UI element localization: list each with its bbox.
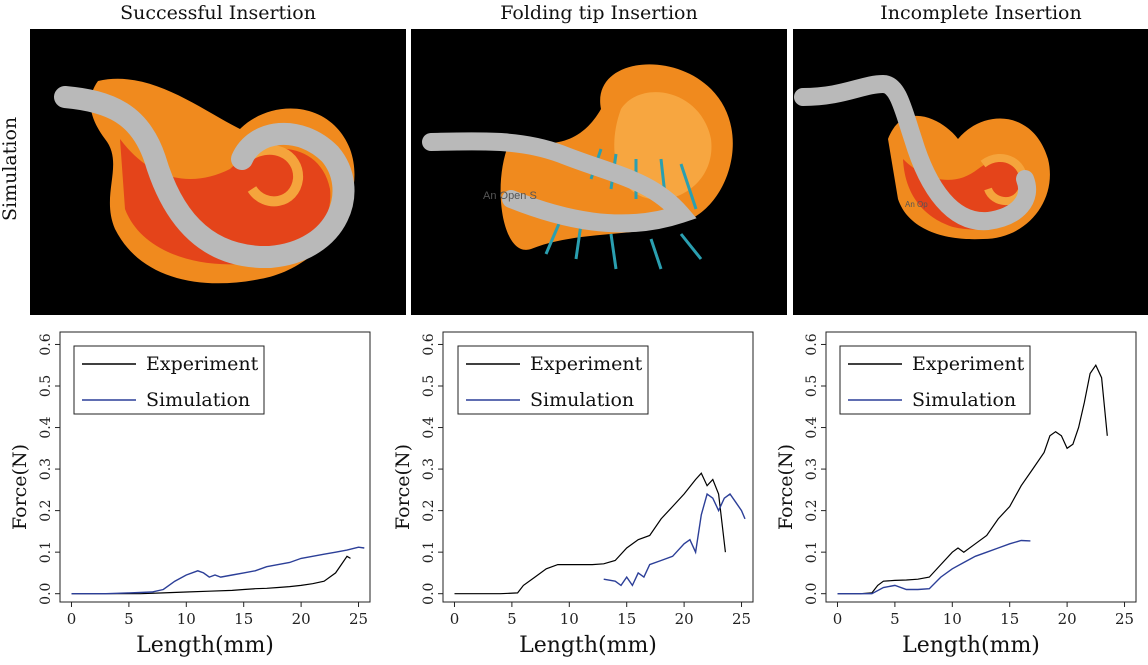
y-tick-label: 0.4: [38, 416, 54, 438]
y-tick-label: 0.3: [421, 458, 437, 480]
force-chart-incomplete: 0.0 0.1 0.2 0.3 0.4 0.5 0.6 0 5 10 15 20 25 Length(mm…: [775, 331, 1137, 658]
x-axis-label: Length(mm): [519, 633, 657, 658]
y-tick-label: 0.2: [804, 499, 820, 521]
x-tick-label: 10: [177, 610, 196, 628]
legend-label-experiment: Experiment: [530, 353, 643, 375]
y-tick-label: 0.1: [38, 541, 54, 563]
legend-box: [457, 345, 649, 415]
x-tick-label: 25: [349, 610, 368, 628]
force-chart-folding-tip: 0.0 0.1 0.2 0.3 0.4 0.5 0.6 0 5 10 15 20 25 Length(mm…: [392, 331, 754, 658]
legend-label-experiment: Experiment: [146, 353, 259, 375]
cochlea-spiral-core: [241, 144, 304, 207]
column-title-successful: Successful Insertion: [120, 2, 316, 24]
y-axis-label: Force(N): [392, 444, 414, 530]
y-tick-label: 0.0: [804, 583, 820, 605]
series-line-experiment: [454, 472, 726, 595]
y-tick-label: 0.6: [421, 333, 437, 355]
series-line-simulation: [603, 492, 746, 587]
simulation-panel-incomplete: An Op: [793, 29, 1148, 315]
y-tick-label: 0.4: [421, 416, 437, 438]
column-title-folding-tip: Folding tip Insertion: [500, 2, 698, 24]
y-axis-label: Force(N): [775, 444, 797, 530]
y-tick-label: 0.6: [804, 333, 820, 355]
watermark-text: An Op: [905, 200, 928, 209]
x-tick-label: 0: [67, 610, 77, 628]
y-tick-label: 0.0: [421, 583, 437, 605]
y-tick-label: 0.1: [804, 541, 820, 563]
cochlea-inner: [614, 92, 712, 200]
x-tick-label: 0: [833, 610, 843, 628]
series-line-experiment: [837, 363, 1108, 595]
series-line-experiment: [71, 555, 351, 595]
y-tick-label: 0.6: [38, 333, 54, 355]
x-tick-label: 15: [617, 610, 636, 628]
watermark-text: An Open S: [483, 190, 537, 202]
row-label-simulation: Simulation: [0, 116, 21, 221]
y-tick-label: 0.5: [38, 375, 54, 397]
x-tick-label: 0: [450, 610, 460, 628]
y-tick-label: 0.2: [421, 499, 437, 521]
x-tick-label: 25: [732, 610, 751, 628]
y-tick-label: 0.3: [804, 458, 820, 480]
legend: Experiment Simulation: [73, 345, 265, 415]
x-tick-label: 20: [1058, 610, 1077, 628]
y-tick-label: 0.4: [804, 416, 820, 438]
series-line-simulation: [71, 546, 365, 595]
y-tick-label: 0.0: [38, 583, 54, 605]
x-tick-label: 20: [292, 610, 311, 628]
legend-label-simulation: Simulation: [146, 389, 250, 411]
y-tick-label: 0.5: [804, 375, 820, 397]
simulation-panel-folding-tip: An Open S: [411, 29, 787, 315]
x-axis-label: Length(mm): [902, 633, 1040, 658]
electrode-array: [794, 74, 1037, 231]
legend-box: [839, 345, 1031, 415]
simulation-panel-successful: [30, 29, 406, 315]
x-tick-label: 10: [943, 610, 962, 628]
legend-label-experiment: Experiment: [912, 353, 1025, 375]
y-tick-label: 0.5: [421, 375, 437, 397]
x-tick-label: 20: [675, 610, 694, 628]
y-tick-label: 0.3: [38, 458, 54, 480]
y-axis-label: Force(N): [9, 444, 31, 530]
x-tick-label: 25: [1115, 610, 1134, 628]
column-title-incomplete: Incomplete Insertion: [880, 2, 1082, 24]
x-tick-label: 5: [890, 610, 900, 628]
x-tick-label: 10: [560, 610, 579, 628]
legend-label-simulation: Simulation: [530, 389, 634, 411]
legend: Experiment Simulation: [839, 345, 1031, 415]
y-tick-label: 0.2: [38, 499, 54, 521]
x-tick-label: 15: [1000, 610, 1019, 628]
x-tick-label: 5: [507, 610, 517, 628]
cochlea-inner: [120, 139, 331, 265]
legend-label-simulation: Simulation: [912, 389, 1016, 411]
x-tick-label: 5: [124, 610, 134, 628]
legend-box: [73, 345, 265, 415]
x-axis-label: Length(mm): [136, 633, 274, 658]
series-line-simulation: [837, 539, 1031, 595]
electrode-array: [422, 132, 697, 233]
y-tick-label: 0.1: [421, 541, 437, 563]
force-chart-successful: 0.0 0.1 0.2 0.3 0.4 0.5 0.6 0 5 10 15 20 25 Length(mm…: [9, 331, 371, 658]
electrode-array: [54, 86, 355, 269]
x-tick-label: 15: [234, 610, 253, 628]
legend: Experiment Simulation: [457, 345, 649, 415]
